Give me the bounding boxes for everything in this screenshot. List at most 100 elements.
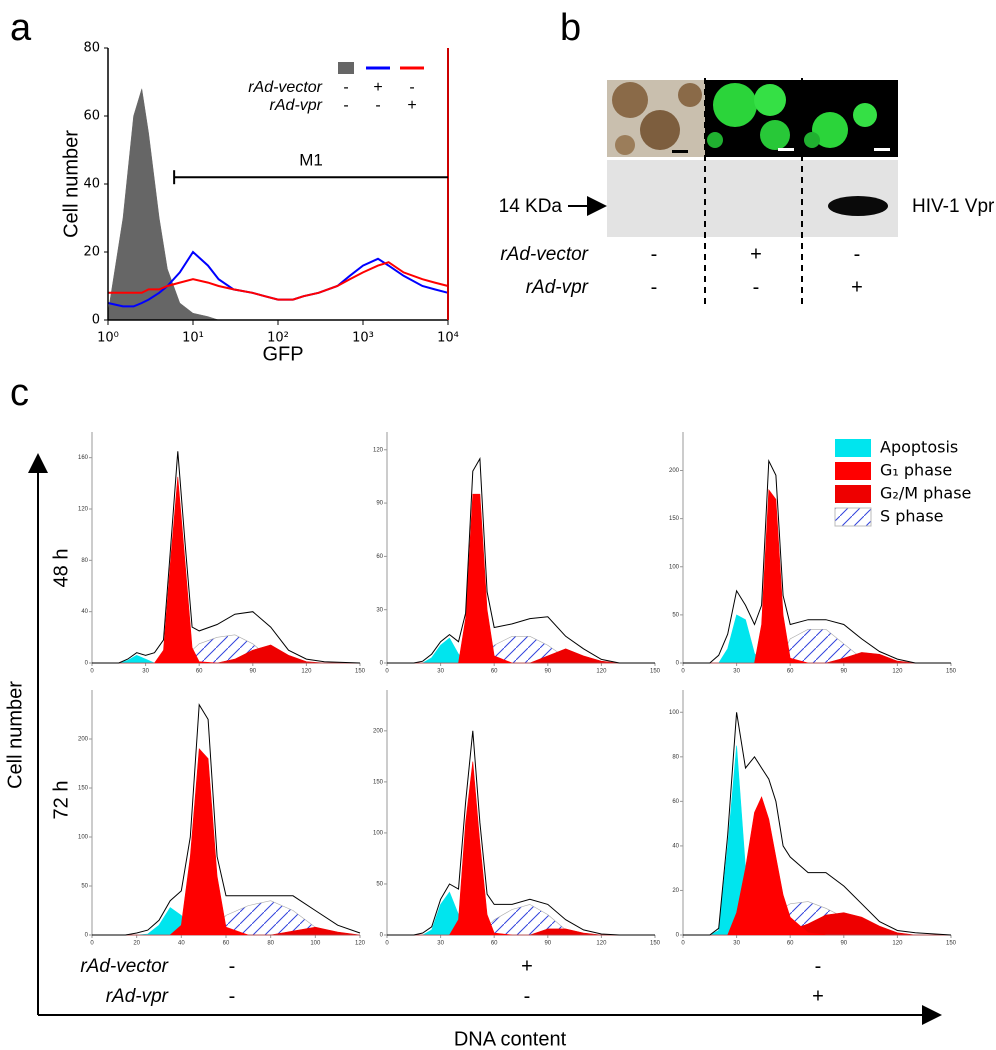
x-tick-label: 150 — [946, 669, 957, 675]
row-label: rAd-vector — [80, 956, 168, 977]
phase-area — [92, 748, 360, 936]
x-tick-label: 60 — [491, 669, 498, 675]
x-tick-label: 80 — [267, 941, 274, 947]
legend-mark: + — [373, 79, 382, 96]
row-mark: - — [854, 243, 861, 265]
row-mark: - — [753, 276, 760, 298]
legend-mark: - — [375, 97, 380, 114]
phase-area — [387, 493, 655, 664]
y-tick-label: 150 — [373, 779, 384, 785]
x-tick-label: 10³ — [352, 331, 374, 346]
y-tick-label: 80 — [83, 41, 100, 56]
y-tick-label: 0 — [92, 313, 100, 328]
x-tick-label: 120 — [596, 941, 607, 947]
row-mark: - — [651, 243, 658, 265]
y-tick-label: 0 — [85, 661, 89, 667]
legend-swatch — [835, 485, 871, 503]
legend-label: rAd-vector — [248, 79, 322, 96]
x-tick-label: 0 — [90, 941, 94, 947]
y-tick-label: 40 — [83, 177, 100, 192]
row-mark: + — [812, 985, 824, 1007]
y-tick-label: 120 — [373, 447, 384, 453]
y-tick-label: 200 — [373, 728, 384, 734]
legend-mark: + — [407, 97, 416, 114]
x-tick-label: 90 — [840, 669, 847, 675]
y-axis-title: Cell number — [4, 681, 26, 789]
phase-area — [683, 488, 951, 664]
y-tick-label: 0 — [676, 661, 680, 667]
x-tick-label: 30 — [142, 669, 149, 675]
total-line — [92, 703, 361, 936]
row-mark: + — [851, 276, 863, 298]
row-mark: - — [651, 276, 658, 298]
phase-area — [387, 761, 655, 936]
row-mark: - — [229, 985, 236, 1007]
y-axis-title: Cell number — [60, 130, 82, 238]
y-tick-label: 160 — [78, 455, 89, 461]
legend-mark: - — [343, 79, 348, 96]
x-tick-label: 30 — [437, 941, 444, 947]
legend-mark: - — [343, 97, 348, 114]
y-tick-label: 0 — [676, 933, 680, 939]
row-mark: - — [229, 955, 236, 977]
x-tick-label: 0 — [385, 941, 389, 947]
western-blot — [607, 160, 898, 237]
total-line — [683, 712, 952, 936]
histogram-area — [107, 88, 448, 321]
x-tick-label: 30 — [733, 669, 740, 675]
x-tick-label: 10⁰ — [97, 331, 119, 346]
panel-label: a — [10, 7, 32, 49]
y-tick-label: 0 — [380, 933, 384, 939]
legend-swatch — [835, 462, 871, 480]
legend-mark: - — [409, 79, 414, 96]
x-tick-label: 0 — [385, 669, 389, 675]
histogram-line — [108, 261, 449, 301]
y-tick-label: 80 — [672, 754, 679, 760]
y-tick-label: 50 — [672, 612, 679, 618]
x-tick-label: 120 — [892, 669, 903, 675]
total-line — [92, 451, 361, 664]
x-tick-label: 90 — [544, 941, 551, 947]
y-tick-label: 120 — [78, 507, 89, 513]
legend-label: G₂/M phase — [880, 484, 971, 503]
x-tick-label: 120 — [892, 941, 903, 947]
y-tick-label: 100 — [78, 835, 89, 841]
total-line — [387, 730, 655, 936]
y-tick-label: 40 — [81, 609, 88, 615]
x-tick-label: 150 — [355, 669, 366, 675]
row-label: 72 h — [50, 781, 72, 820]
row-label: rAd-vector — [500, 244, 588, 265]
row-mark: + — [521, 955, 533, 977]
band-label: HIV-1 Vpr — [912, 196, 995, 217]
legend-label: G₁ phase — [880, 461, 952, 480]
y-tick-label: 20 — [672, 888, 679, 894]
phase-area — [387, 636, 655, 664]
y-tick-label: 60 — [376, 554, 383, 560]
panel-label: b — [560, 7, 581, 49]
row-label: 48 h — [50, 549, 72, 588]
y-tick-label: 20 — [83, 245, 100, 260]
x-tick-label: 40 — [178, 941, 185, 947]
x-tick-label: 150 — [650, 941, 661, 947]
x-tick-label: 150 — [650, 669, 661, 675]
x-tick-label: 60 — [223, 941, 230, 947]
micrographs — [607, 80, 898, 157]
x-tick-label: 30 — [437, 669, 444, 675]
x-tick-label: 0 — [90, 669, 94, 675]
x-tick-label: 10² — [267, 331, 289, 346]
legend-swatch — [835, 439, 871, 457]
x-tick-label: 120 — [301, 669, 312, 675]
panel-label: c — [10, 372, 29, 414]
legend-label: S phase — [880, 507, 944, 526]
x-tick-label: 120 — [355, 941, 366, 947]
y-tick-label: 200 — [669, 468, 680, 474]
x-axis-title: DNA content — [454, 1028, 567, 1050]
row-label: rAd-vpr — [526, 277, 589, 298]
y-tick-label: 100 — [669, 564, 680, 570]
y-tick-label: 200 — [78, 737, 89, 743]
x-tick-label: 0 — [681, 941, 685, 947]
x-tick-label: 100 — [310, 941, 321, 947]
legend-label: Apoptosis — [880, 438, 958, 457]
